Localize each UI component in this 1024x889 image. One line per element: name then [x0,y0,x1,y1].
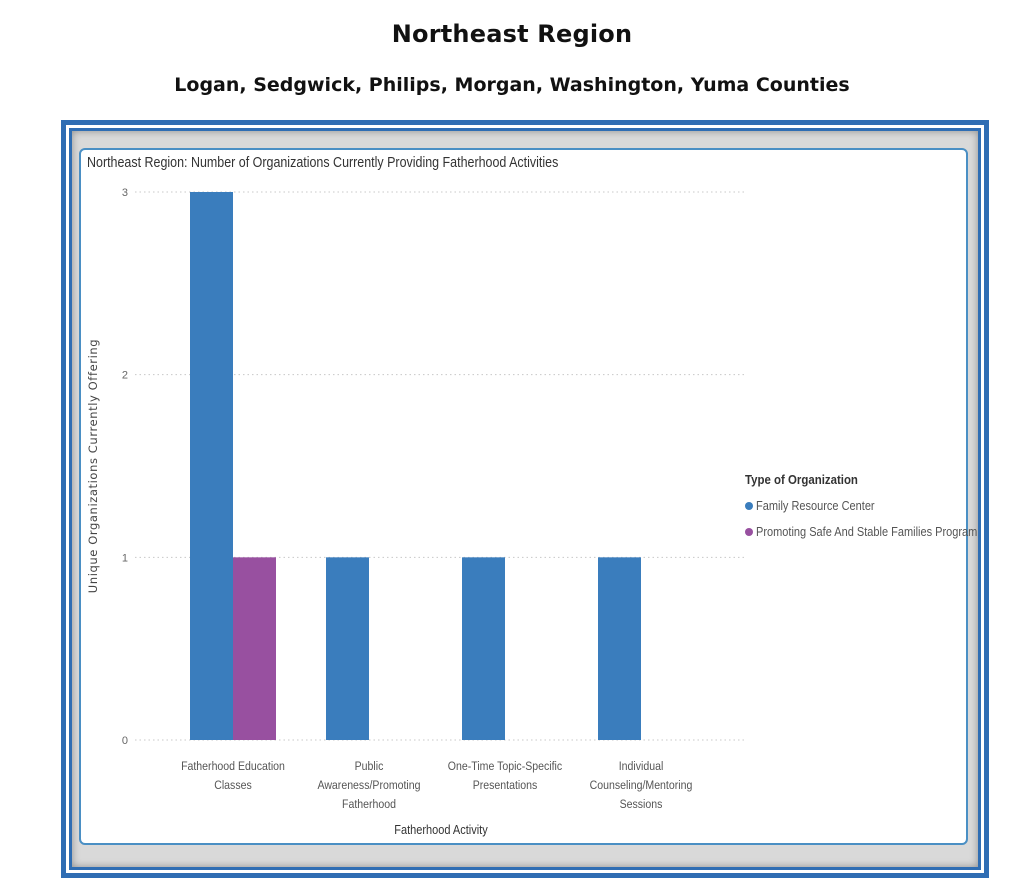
legend-title: Type of Organization [745,472,858,487]
bar[interactable] [462,557,505,740]
x-tick-label: Fatherhood Education Classes [181,760,285,792]
legend-label: Family Resource Center [756,499,875,513]
y-tick-label: 3 [122,187,128,199]
legend-marker-icon [745,502,753,510]
y-tick-label: 1 [122,552,128,564]
x-tick-label: Public Awareness/Promoting Fatherhood [317,760,420,811]
x-axis-title: Fatherhood Activity [394,823,488,837]
legend-marker-icon [745,528,753,536]
y-tick-label: 2 [122,370,128,382]
bar[interactable] [190,192,233,740]
bar[interactable] [598,557,641,740]
page-subtitle: Logan, Sedgwick, Philips, Morgan, Washin… [174,74,850,96]
bar[interactable] [326,557,369,740]
y-axis-title: Unique Organizations Currently Offering [86,339,100,593]
legend-label: Promoting Safe And Stable Families Progr… [756,525,978,539]
chart-legend: Type of Organization Family Resource Cen… [745,472,1008,539]
bar[interactable] [233,557,276,740]
y-tick-label: 0 [122,735,128,747]
legend-item-family-resource-center[interactable]: Family Resource Center [745,499,1008,513]
x-tick-label: One-Time Topic-Specific Presentations [448,760,563,792]
legend-item-promoting-safe-and-stable-families[interactable]: Promoting Safe And Stable Families Progr… [745,525,1008,539]
x-tick-label: Individual Counseling/Mentoring Sessions [590,760,693,811]
chart-title: Northeast Region: Number of Organization… [87,155,559,171]
page-title: Northeast Region [391,20,633,48]
